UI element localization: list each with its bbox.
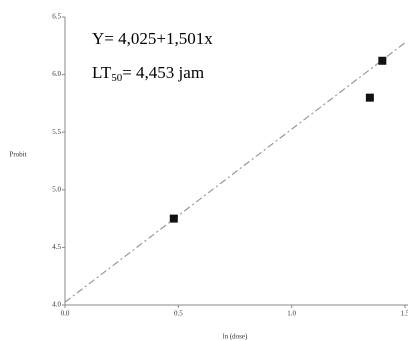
point	[169, 214, 178, 223]
y-tick-label: 4.0	[52, 301, 61, 309]
y-tick-label: 4.5	[52, 243, 61, 251]
y-axis-label: Probit	[9, 151, 26, 159]
x-tick-label: 0.5	[174, 310, 183, 318]
x-tick-label: 1.5	[401, 310, 408, 318]
x-axis-label: ln (dose)	[223, 333, 248, 341]
point	[365, 93, 374, 102]
equation: Y= 4,025+1,501x	[92, 29, 213, 48]
lt50-annotation: LT50= 4,453 jam	[92, 63, 204, 84]
trendline	[64, 42, 406, 303]
x-tick-label: 0.0	[61, 310, 70, 318]
y-tick-label: 6.5	[52, 13, 61, 21]
point	[378, 56, 387, 65]
lt50-subscript: 50	[111, 72, 123, 84]
y-tick-label: 5.0	[52, 185, 61, 193]
lt50-value: = 4,453 jam	[122, 63, 204, 82]
y-tick-label: 5.5	[52, 128, 61, 136]
lt50-prefix: LT	[92, 63, 112, 82]
y-tick-label: 6.0	[52, 70, 61, 78]
x-tick-label: 1.0	[287, 310, 296, 318]
